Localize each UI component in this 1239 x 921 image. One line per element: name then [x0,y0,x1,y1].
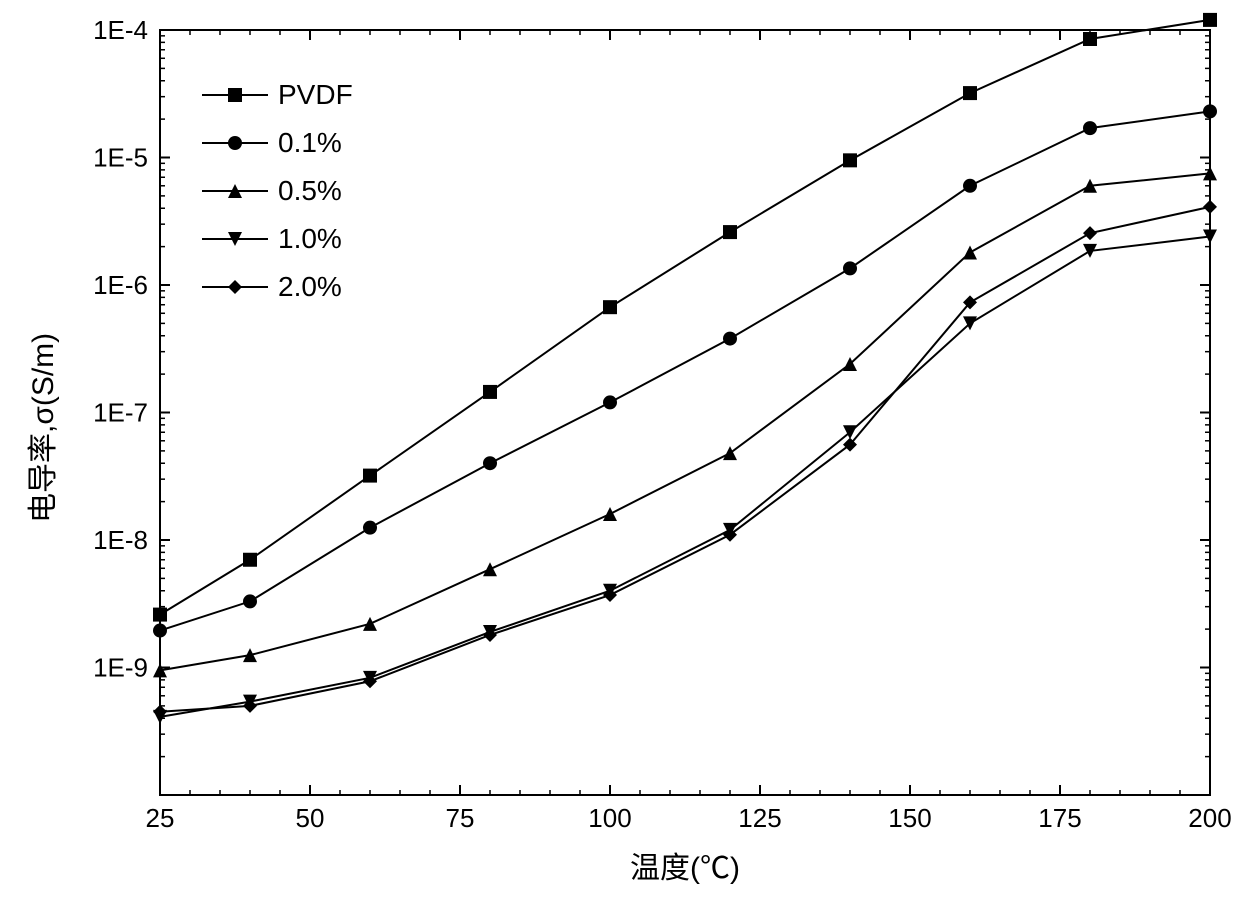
x-tick-label: 175 [1038,803,1081,833]
x-axis-label: 温度(℃) [605,843,765,887]
chart-container: 25 50 75 100 125 150 175 200 1E-9 1E-8 1E-7 1E-6 1E-… [0,0,1239,921]
legend-label: 0.5% [278,175,342,207]
legend-label: PVDF [278,79,353,111]
y-tick-label: 1E-8 [93,525,148,555]
legend-item: 0.5% [200,169,353,213]
legend-item: 0.1% [200,121,353,165]
y-tick-label: 1E-4 [93,15,148,45]
chart-svg: 25 50 75 100 125 150 175 200 1E-9 1E-8 1E-7 1E-6 1E-… [0,0,1239,921]
x-tick-label: 100 [588,803,631,833]
legend-label: 1.0% [278,223,342,255]
legend-item: PVDF [200,73,353,117]
legend: PVDF 0.1% 0.5% 1.0% 2.0% [200,73,353,313]
y-tick-label: 1E-5 [93,143,148,173]
x-tick-label: 200 [1188,803,1231,833]
x-tick-label: 150 [888,803,931,833]
x-tick-label: 125 [738,803,781,833]
x-tick-label: 50 [296,803,325,833]
legend-label: 0.1% [278,127,342,159]
y-tick-label: 1E-9 [93,653,148,683]
y-tick-label: 1E-7 [93,398,148,428]
legend-item: 2.0% [200,265,353,309]
legend-item: 1.0% [200,217,353,261]
legend-marker-icon [200,169,270,213]
y-tick-label: 1E-6 [93,270,148,300]
legend-marker-icon [200,121,270,165]
legend-label: 2.0% [278,271,342,303]
legend-marker-icon [200,265,270,309]
x-tick-label: 25 [146,803,175,833]
legend-marker-icon [200,217,270,261]
y-axis-label: 电导率,σ(S/m) [18,332,62,522]
legend-marker-icon [200,73,270,117]
x-tick-label: 75 [446,803,475,833]
